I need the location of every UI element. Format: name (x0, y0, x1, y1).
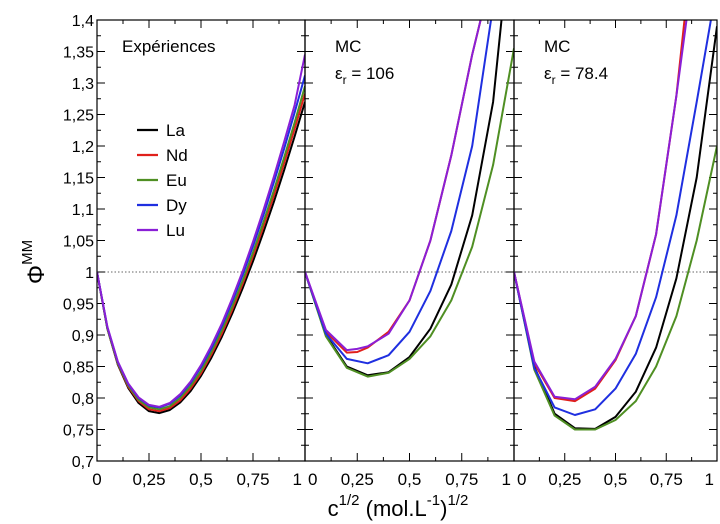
panel-title: MC (335, 37, 361, 56)
y-tick-label: 0,8 (72, 391, 94, 408)
y-tick-label: 1 (85, 265, 94, 282)
series-line-eu (514, 145, 717, 431)
y-tick-label: 0,7 (72, 454, 94, 471)
series-line-lu (514, 20, 688, 401)
panel-title: Expériences (122, 37, 216, 56)
x-axis-label-c: c (328, 496, 339, 521)
series-line-lu (305, 20, 482, 352)
legend-label-eu: Eu (166, 171, 187, 190)
x-tick-label: 1 (502, 470, 511, 489)
y-tick-label: 1,2 (72, 139, 94, 156)
y-tick-label: 1,05 (63, 234, 94, 251)
plot-frame (304, 19, 515, 462)
x-axis-label-unit: (mol.L (360, 496, 427, 521)
panel-title: MC (544, 37, 570, 56)
x-tick-label: 0,25 (548, 470, 581, 489)
epsilon-symbol: ε (544, 64, 552, 83)
x-tick-label: 0,75 (445, 470, 478, 489)
y-axis-label-symbol: Φ (23, 265, 50, 284)
legend: La Nd Eu Dy Lu (137, 121, 188, 240)
y-tick-label: 1,4 (72, 13, 94, 30)
x-axis-label: c1/2 (mol.L-1)1/2 (328, 492, 469, 521)
plot-frame (513, 19, 718, 462)
y-tick-label: 0,9 (72, 328, 94, 345)
x-axis-label-exp3: 1/2 (447, 492, 468, 509)
series-group (514, 20, 717, 431)
x-tick-label: 0 (92, 470, 101, 489)
epsilon-value: = 78.4 (556, 64, 608, 83)
y-tick-label: 1,1 (72, 202, 94, 219)
x-tick-label: 0,25 (132, 470, 165, 489)
x-tick-label: 1 (293, 470, 302, 489)
series-line-lu (97, 54, 305, 408)
epsilon-symbol: ε (335, 64, 343, 83)
series-line-dy (97, 75, 305, 409)
panel-subtitle: εr = 106 (335, 64, 394, 87)
x-axis-label-exp2: -1 (427, 492, 440, 509)
y-tick-label: 1,15 (63, 171, 94, 188)
y-axis-label: ΦMM (19, 240, 50, 284)
x-tick-label: 0 (517, 470, 526, 489)
x-axis-label-close: ) (440, 496, 447, 521)
x-tick-label: 0,5 (604, 470, 628, 489)
epsilon-value: = 106 (347, 64, 395, 83)
y-tick-label: 1,3 (72, 76, 94, 93)
x-tick-label: 0,75 (236, 470, 269, 489)
series-group (305, 20, 514, 378)
legend-label-nd: Nd (166, 146, 188, 165)
series-line-eu (305, 48, 514, 378)
x-axis-label-exp1: 1/2 (339, 492, 360, 509)
series-line-eu (97, 85, 305, 411)
y-tick-label: 0,95 (63, 297, 94, 314)
chart-panel-3: 0 0,25 0,5 0,75 1 MC εr = 78.4 (513, 19, 718, 489)
y-tick-label: 0,75 (63, 423, 94, 440)
chart-panel-2: 0 0,25 0,5 0,75 1 MC εr = 106 (304, 19, 515, 489)
y-tick-label: 1,25 (63, 108, 94, 125)
plot-frame (96, 19, 306, 462)
legend-label-lu: Lu (166, 221, 185, 240)
x-tick-label: 1 (705, 470, 714, 489)
epsilon-subscript: r (552, 73, 556, 87)
series-line-dy (305, 20, 492, 365)
y-tick-label: 0,85 (63, 360, 94, 377)
y-tick-label: 1,35 (63, 45, 94, 62)
y-axis-label-superscript: MM (19, 240, 36, 265)
legend-label-la: La (166, 121, 185, 140)
legend-label-dy: Dy (166, 196, 187, 215)
x-tick-label: 0,25 (341, 470, 374, 489)
epsilon-subscript: r (343, 73, 347, 87)
chart-panel-1: 0 0,25 0,5 0,75 1 0,7 0,75 0,8 0,85 0,9 0,95 1 1,05 1… (63, 13, 306, 489)
x-tick-label: 0 (308, 470, 317, 489)
x-tick-label: 0,5 (189, 470, 213, 489)
series-line-dy (514, 20, 712, 416)
x-tick-label: 0,75 (650, 470, 683, 489)
panel-subtitle: εr = 78.4 (544, 64, 608, 87)
series-line-la (514, 26, 717, 430)
series-group (97, 54, 305, 415)
x-tick-label: 0,5 (398, 470, 422, 489)
